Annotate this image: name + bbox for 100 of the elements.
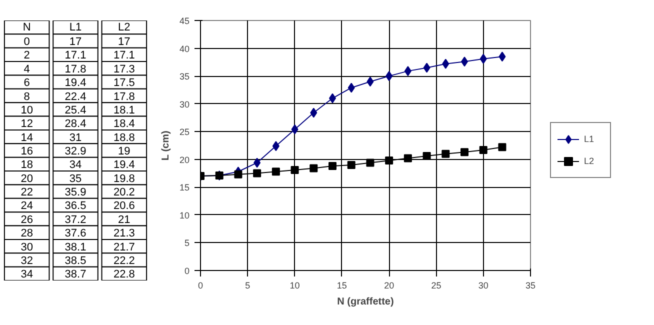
text: 35.9 <box>64 186 86 199</box>
text: L2 <box>118 21 130 34</box>
text: 17.5 <box>113 77 135 90</box>
x-tick-label: 25 <box>431 280 442 290</box>
text: 18.1 <box>113 104 135 116</box>
text: 34 <box>69 159 82 172</box>
y-tick-label: 40 <box>179 44 190 54</box>
point <box>385 156 394 164</box>
text: 19.4 <box>113 159 135 172</box>
point <box>234 170 242 178</box>
point <box>460 148 468 156</box>
text: 30 <box>20 241 33 254</box>
point <box>310 164 318 172</box>
x-tick-label: 35 <box>525 280 536 290</box>
y-tick-label: 25 <box>179 127 190 138</box>
point <box>480 54 487 64</box>
text: 20 <box>20 172 33 185</box>
y-tick-label: 10 <box>179 210 190 220</box>
point <box>348 82 355 93</box>
text: 22.2 <box>113 254 135 267</box>
y-tick-label: 30 <box>179 99 190 110</box>
text: 12 <box>20 118 33 130</box>
text: 18.8 <box>113 132 135 144</box>
point <box>253 169 262 178</box>
text: 17 <box>69 36 82 48</box>
text: 22.4 <box>64 90 86 103</box>
x-tick-label: 10 <box>290 280 300 290</box>
point <box>498 143 506 152</box>
text: 17.1 <box>113 50 135 62</box>
text: 20.2 <box>113 186 135 199</box>
x-tick-label: 0 <box>198 280 204 290</box>
text: 28 <box>20 228 33 240</box>
y-tick-label: 0 <box>184 266 190 276</box>
text: 37.6 <box>64 228 86 240</box>
text: 10 <box>20 104 33 116</box>
point <box>290 166 299 174</box>
y-axis-title: L (cm) <box>160 130 172 160</box>
y-tick-label: 20 <box>179 154 190 165</box>
text: 21.7 <box>113 241 135 254</box>
text: L1 <box>69 21 82 34</box>
x-tick-label: 20 <box>384 280 394 290</box>
point <box>479 146 488 154</box>
text: 34 <box>20 268 33 281</box>
text: 17.8 <box>64 63 86 76</box>
text: 38.5 <box>64 254 86 267</box>
point <box>404 154 412 162</box>
text: 32 <box>20 254 33 267</box>
text: 38.7 <box>64 268 86 281</box>
text: 18.4 <box>113 118 135 130</box>
point <box>498 52 506 62</box>
text: 19 <box>118 146 130 158</box>
text: 31 <box>69 132 82 144</box>
text: 0 <box>24 36 30 48</box>
text: 8 <box>24 90 30 103</box>
point <box>310 108 318 118</box>
legend-label: L1 <box>584 134 596 144</box>
point <box>366 158 374 167</box>
y-tick-label: 15 <box>179 182 190 193</box>
text: 38.1 <box>64 241 86 254</box>
legend-label: L2 <box>584 156 596 166</box>
text: 17 <box>118 36 130 48</box>
point <box>442 58 450 69</box>
text: 17.1 <box>64 50 86 62</box>
text: 19.4 <box>64 77 86 90</box>
text: 19.8 <box>113 172 135 185</box>
x-axis-title: N (graffette) <box>337 296 394 308</box>
point <box>347 160 356 169</box>
text: 18 <box>20 159 33 172</box>
x-tick-label: 15 <box>336 280 347 290</box>
text: 24 <box>20 200 33 212</box>
point <box>291 124 298 134</box>
text: 20.6 <box>113 200 135 212</box>
text: N <box>22 21 31 34</box>
text: 22 <box>20 186 33 199</box>
point <box>423 62 430 73</box>
text: 14 <box>20 132 33 144</box>
text: 36.5 <box>64 200 86 212</box>
y-tick-label: 35 <box>179 72 190 82</box>
text: 37.2 <box>64 214 86 226</box>
point <box>272 168 280 176</box>
point <box>272 141 280 152</box>
point <box>366 76 374 87</box>
point <box>254 158 261 168</box>
text: 22.8 <box>113 268 135 281</box>
text: 4 <box>24 63 30 76</box>
text: 2 <box>24 50 30 62</box>
x-tick-label: 5 <box>245 280 250 290</box>
text: 35 <box>69 172 82 185</box>
text: 17.3 <box>113 63 135 76</box>
text: 25.4 <box>64 104 86 116</box>
text: 21 <box>118 214 130 226</box>
x-tick-label: 30 <box>478 280 488 290</box>
text: 17.8 <box>113 90 135 103</box>
point <box>442 150 450 158</box>
point <box>386 71 393 82</box>
y-tick-label: 45 <box>179 16 190 26</box>
point <box>404 66 412 76</box>
text: 6 <box>24 77 30 90</box>
text: 16 <box>20 146 33 158</box>
y-tick-label: 5 <box>184 238 190 248</box>
